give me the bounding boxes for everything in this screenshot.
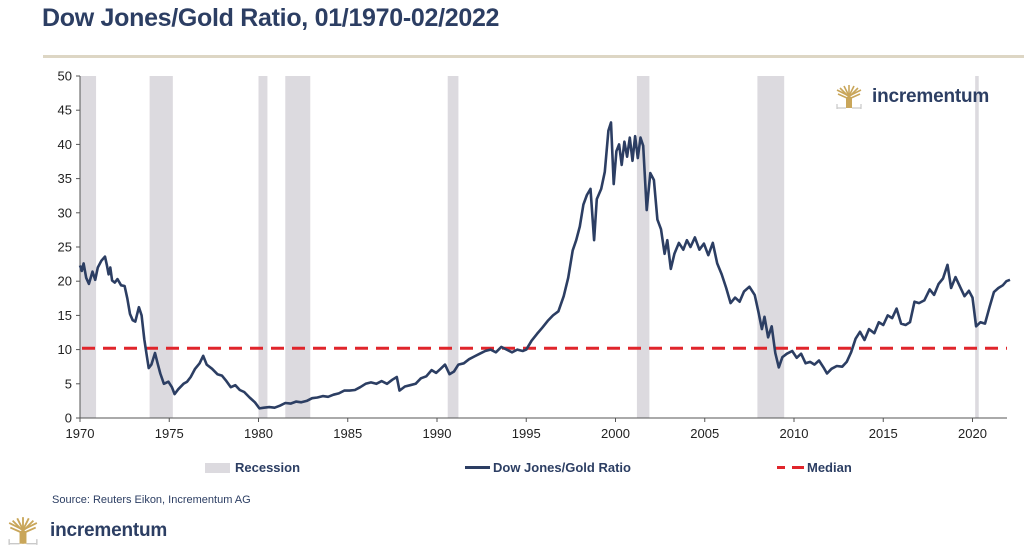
legend-median-label: Median [807, 460, 852, 475]
x-tick-label: 2005 [690, 426, 719, 441]
y-tick-label: 20 [58, 274, 72, 289]
brand-name-bottom: incrementum [50, 520, 168, 541]
recession-band [975, 76, 979, 418]
recession-band [258, 76, 268, 418]
y-tick-label: 35 [58, 171, 72, 186]
x-tick-label: 2020 [958, 426, 987, 441]
y-tick-label: 50 [58, 69, 72, 84]
legend-ratio-label: Dow Jones/Gold Ratio [493, 460, 631, 475]
recession-band [80, 76, 97, 418]
axes: 0 5 10 15 20 25 30 35 40 45 50 1970 1975 1980 1985 1990… [58, 69, 1007, 441]
x-tick-label: 1975 [155, 426, 184, 441]
legend-ratio: Dow Jones/Gold Ratio [465, 460, 631, 475]
recession-swatch [205, 462, 230, 473]
legend-recession-label: Recession [235, 460, 301, 475]
recession-bands [80, 76, 979, 418]
brand-name: incrementum [872, 86, 990, 107]
source-note: Source: Reuters Eikon, Incrementum AG [52, 494, 251, 506]
y-tick-label: 15 [58, 308, 72, 323]
series-line-dow-gold-ratio [78, 121, 1011, 410]
tree-icon [8, 517, 38, 545]
x-tick-label: 1995 [512, 426, 541, 441]
x-tick-label: 1970 [66, 426, 95, 441]
y-tick-label: 40 [58, 137, 72, 152]
recession-band [636, 76, 650, 418]
y-tick-label: 25 [58, 240, 72, 255]
brand-logo-bottom: incrementum [8, 516, 167, 546]
y-tick-label: 45 [58, 103, 72, 118]
y-tick-label: 10 [58, 342, 72, 357]
line-swatch [465, 466, 490, 469]
median-swatch [777, 466, 804, 469]
recession-band [447, 76, 459, 418]
recession-band [285, 76, 311, 418]
page-title: Dow Jones/Gold Ratio, 01/1970-02/2022 [42, 4, 500, 32]
tree-icon [836, 85, 862, 109]
y-tick-label: 5 [65, 376, 72, 391]
series-layer [78, 121, 1011, 410]
recession-band [149, 76, 173, 418]
brand-logo-top: incrementum [836, 84, 989, 110]
legend-median: Median [777, 460, 852, 475]
x-tick-label: 1990 [423, 426, 452, 441]
y-tick-label: 0 [65, 411, 72, 426]
y-tick-label: 30 [58, 205, 72, 220]
x-tick-label: 1985 [333, 426, 362, 441]
x-tick-label: 1980 [244, 426, 273, 441]
title-divider [43, 55, 1024, 58]
legend-recession: Recession [205, 460, 300, 475]
x-tick-label: 2015 [869, 426, 898, 441]
x-tick-label: 2000 [601, 426, 630, 441]
x-tick-label: 2010 [780, 426, 809, 441]
